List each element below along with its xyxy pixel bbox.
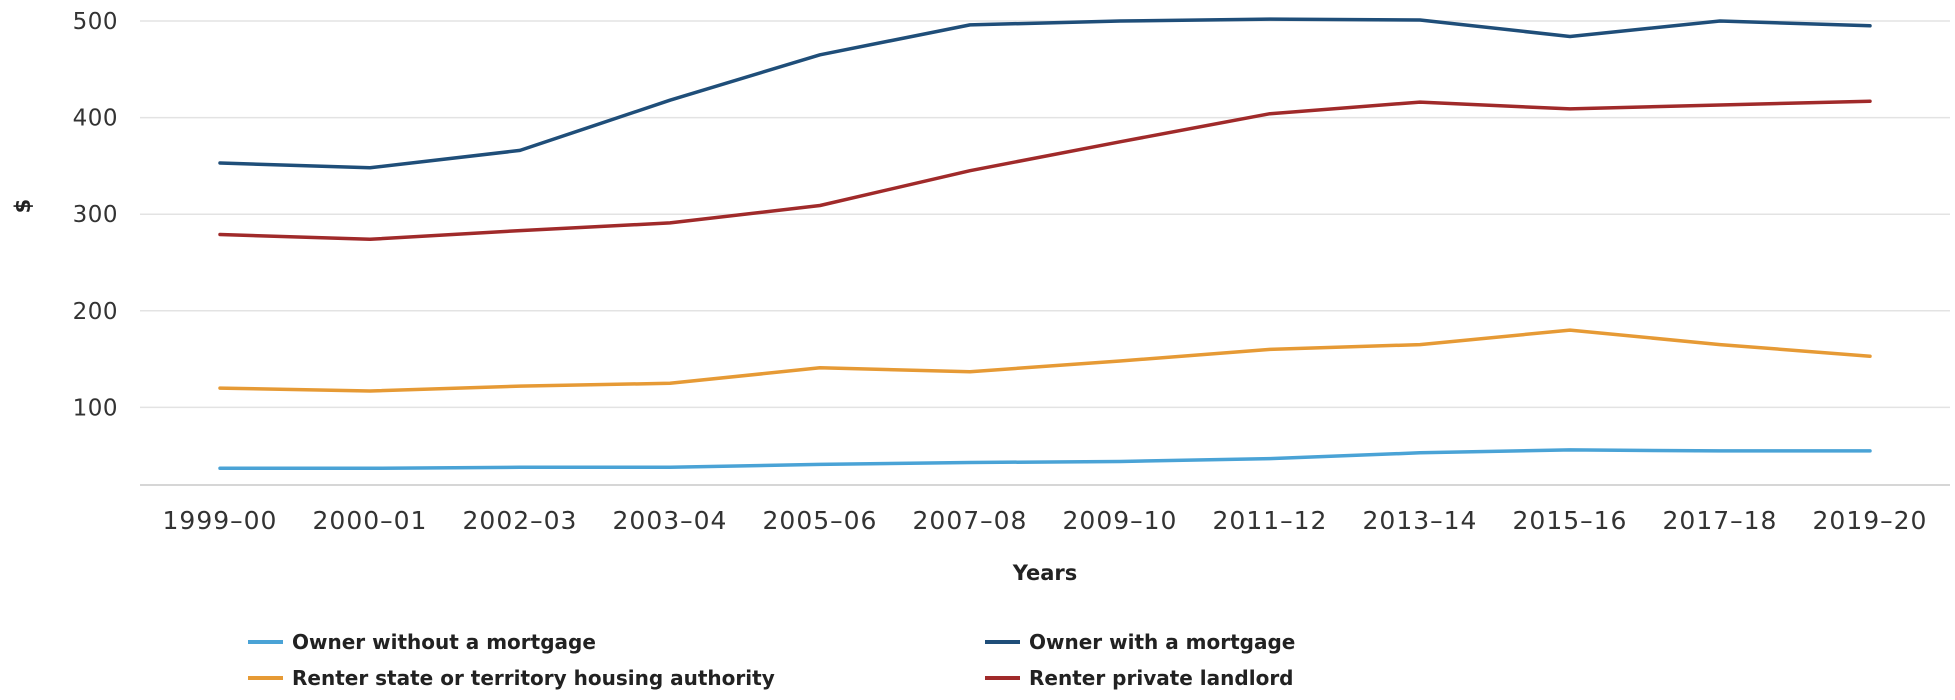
series-line xyxy=(218,328,1872,393)
x-tick-label: 2007–08 xyxy=(913,506,1028,535)
x-tick-label: 2011–12 xyxy=(1213,506,1328,535)
legend-label: Owner with a mortgage xyxy=(1029,630,1295,654)
y-axis-title: $ xyxy=(11,199,35,214)
x-tick-label: 2009–10 xyxy=(1063,506,1178,535)
x-tick-label: 2000–01 xyxy=(313,506,428,535)
x-tick-label: 2015–16 xyxy=(1513,506,1628,535)
x-tick-label: 2013–14 xyxy=(1363,506,1478,535)
y-tick-label: 300 xyxy=(73,202,118,228)
legend-label: Owner without a mortgage xyxy=(292,630,596,654)
y-tick-label: 200 xyxy=(73,299,118,325)
legend-label: Renter state or territory housing author… xyxy=(292,666,775,690)
y-tick-label: 400 xyxy=(73,106,118,132)
series-line xyxy=(218,99,1872,242)
gridlines xyxy=(140,20,1950,409)
x-tick-label: 2017–18 xyxy=(1663,506,1778,535)
x-tick-label: 2005–06 xyxy=(763,506,878,535)
series-line xyxy=(218,17,1872,170)
y-tick-label: 500 xyxy=(73,9,118,35)
legend: Owner without a mortgage Owner with a mor… xyxy=(248,630,1295,690)
y-axis-ticks: 100 200 300 400 500 xyxy=(73,9,118,421)
series-lines xyxy=(218,17,1872,471)
x-tick-label: 1999–00 xyxy=(163,506,278,535)
x-axis-title: Years xyxy=(1012,561,1078,585)
series-line xyxy=(218,448,1872,471)
x-tick-label: 2019–20 xyxy=(1813,506,1928,535)
y-tick-label: 100 xyxy=(73,395,118,421)
legend-label: Renter private landlord xyxy=(1029,666,1294,690)
x-tick-label: 2002–03 xyxy=(463,506,578,535)
x-axis-ticks: 1999–00 2000–01 2002–03 2003–04 2005–06 2007–… xyxy=(163,506,1928,535)
x-tick-label: 2003–04 xyxy=(613,506,728,535)
